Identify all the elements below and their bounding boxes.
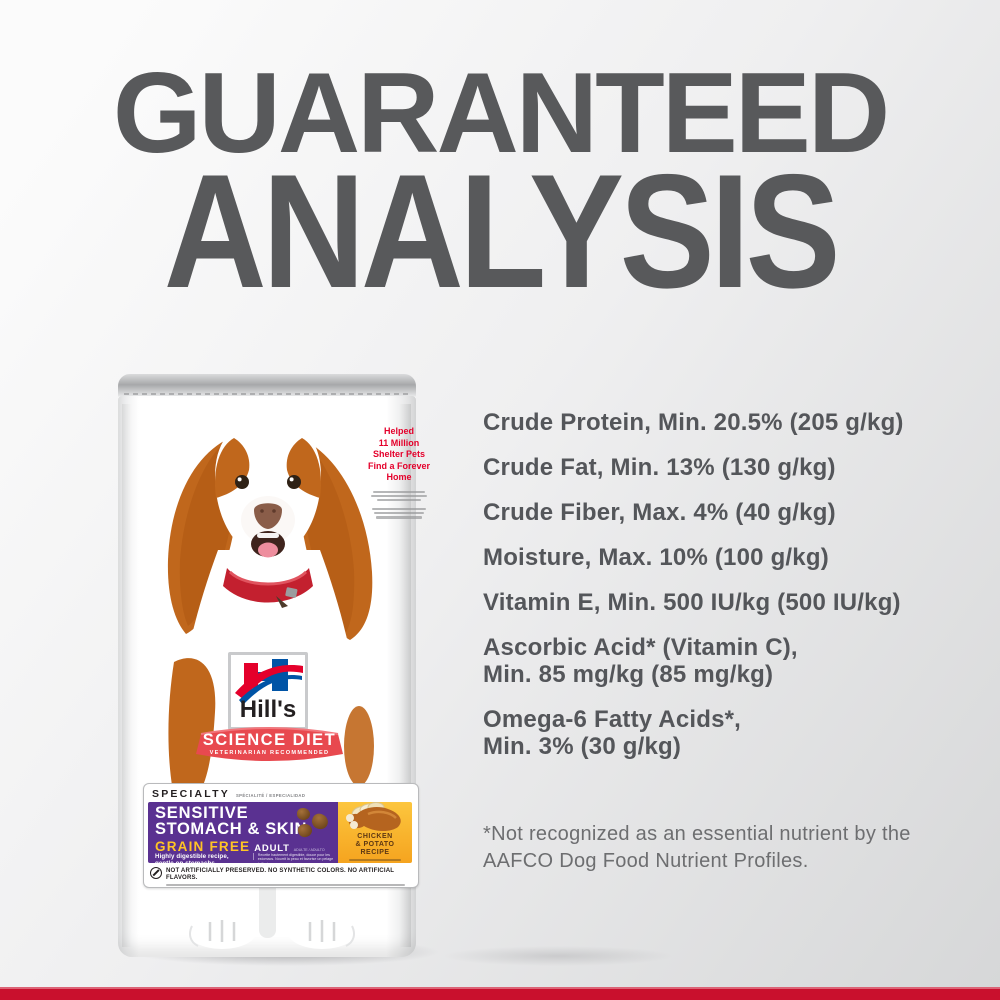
description-en: Highly digestible recipe, gentle on stom… [155,853,229,863]
analysis-item-omega6: Omega-6 Fatty Acids*, Min. 3% (30 g/kg) [483,706,943,760]
product-bag: Helped 11 Million Shelter Pets Find a Fo… [118,374,430,957]
recipe-line2: & POTATO [355,840,395,848]
analysis-item-moisture: Moisture, Max. 10% (100 g/kg) [483,544,943,571]
analysis-value: Crude Fiber, Max. 4% (40 g/kg) [483,499,836,526]
analysis-value: Moisture, Max. 10% (100 g/kg) [483,544,829,571]
analysis-item-crude-fiber: Crude Fiber, Max. 4% (40 g/kg) [483,499,943,526]
analysis-value: Ascorbic Acid* (Vitamin C), [483,634,798,661]
recipe-line1: CHICKEN [357,833,393,840]
guaranteed-analysis-list: Crude Protein, Min. 20.5% (205 g/kg) Cru… [483,409,943,778]
description-row: Highly digestible recipe, gentle on stom… [155,853,334,863]
chicken-potato-art [346,802,401,832]
page-title-line2: ANALYSIS [163,141,841,322]
kibble-art [309,811,331,832]
specialty-text: SPECIALTY [152,788,230,800]
analysis-value: Omega-6 Fatty Acids*, [483,706,742,733]
svg-text:Hill's: Hill's [240,696,296,723]
shelter-badge-line: Find a Forever [367,460,430,471]
science-diet-banner: SCIENCE DIET VETERINARIAN RECOMMENDED [192,723,347,767]
shelter-badge-line: Shelter Pets [372,449,426,459]
adult-translation: ADULTE / ADULTO [293,848,325,852]
analysis-item-ascorbic-acid: Ascorbic Acid* (Vitamin C), Min. 85 mg/k… [483,634,943,688]
shelter-badge-fineprint-es [356,508,442,519]
claims-text: NOT ARTIFICIALLY PRESERVED. NO SYNTHETIC… [166,867,395,881]
shelter-badge-line: Home [386,472,412,482]
shelter-badge-line: 11 Million [378,437,420,448]
grain-free-row: GRAIN FREE ADULT ADULTE / ADULTO [155,839,325,854]
claims-fineprint [166,883,405,886]
analysis-value: Min. 85 mg/kg (85 mg/kg) [483,661,774,688]
analysis-item-crude-protein: Crude Protein, Min. 20.5% (205 g/kg) [483,409,943,436]
specialty-row: SPECIALTY SPÉCIALITÉ / ESPECIALIDAD [152,788,305,800]
description-fr: Recette hautement digestible, douce pour… [257,853,334,863]
description-divider [252,853,254,860]
hills-logo: Hill's [228,652,308,730]
claims-row: NOT ARTIFICIALLY PRESERVED. NO SYNTHETIC… [150,867,412,886]
aafco-footnote: *Not recognized as an essential nutrient… [483,821,923,875]
adult-text: ADULT [254,843,290,854]
recipe-name: CHICKEN & POTATO RECIPE [338,833,412,863]
shelter-pets-badge: Helped 11 Million Shelter Pets Find a Fo… [356,426,442,521]
grain-free-text: GRAIN FREE [155,839,251,854]
description-translations: Recette hautement digestible, douce pour… [257,853,334,863]
footnote-line2: AAFCO Dog Food Nutrient Profiles. [483,850,809,872]
analysis-item-vitamin-e: Vitamin E, Min. 500 IU/kg (500 IU/kg) [483,589,943,616]
shelter-badge-fineprint-fr [356,490,442,502]
product-front-label: SPECIALTY SPÉCIALITÉ / ESPECIALIDAD SENS… [143,783,419,888]
bag-top-seal [118,374,416,398]
analysis-value: Min. 3% (30 g/kg) [483,733,682,760]
no-artificial-icon [150,867,162,879]
banner-text: SCIENCE DIET [202,731,337,749]
page-title-line1: GUARANTEED [112,50,890,177]
analysis-value: Vitamin E, Min. 500 IU/kg (500 IU/kg) [483,589,901,616]
product-name-line2: STOMACH & SKIN [155,820,308,838]
banner-shape [196,727,343,761]
analysis-value: Crude Fat, Min. 13% (130 g/kg) [483,454,836,481]
specialty-translation: SPÉCIALITÉ / ESPECIALIDAD [235,793,306,798]
analysis-item-crude-fat: Crude Fat, Min. 13% (130 g/kg) [483,454,943,481]
purple-panel: SENSITIVE STOMACH & SKIN GRAIN FREE ADUL… [148,802,338,863]
product-name-line1: SENSITIVE [155,804,249,822]
analysis-value: Crude Protein, Min. 20.5% (205 g/kg) [483,409,904,436]
bottom-brand-bar [0,987,1000,1000]
bag-shadow-far [430,942,750,970]
recipe-panel: CHICKEN & POTATO RECIPE [338,802,412,863]
bag-left-fold [122,404,132,947]
banner-subtext: VETERINARIAN RECOMMENDED [209,750,330,756]
kibble-art [297,808,310,820]
recipe-line3: RECIPE [360,848,390,856]
footnote-line1: *Not recognized as an essential nutrient… [483,823,911,845]
bag-seal-zipper [124,393,410,395]
shelter-badge-line: Helped [383,426,414,436]
hills-logo-mark: Hill's [235,659,303,723]
